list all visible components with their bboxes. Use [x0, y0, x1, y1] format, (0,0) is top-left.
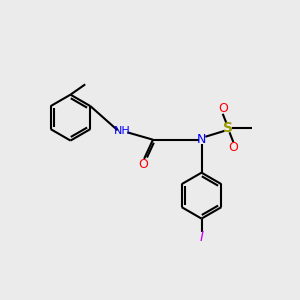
Text: N: N	[197, 133, 206, 146]
Text: O: O	[228, 141, 238, 154]
Text: O: O	[139, 158, 148, 171]
Text: O: O	[218, 102, 228, 115]
Text: NH: NH	[114, 126, 130, 136]
Text: S: S	[223, 121, 233, 135]
Text: I: I	[200, 230, 204, 244]
